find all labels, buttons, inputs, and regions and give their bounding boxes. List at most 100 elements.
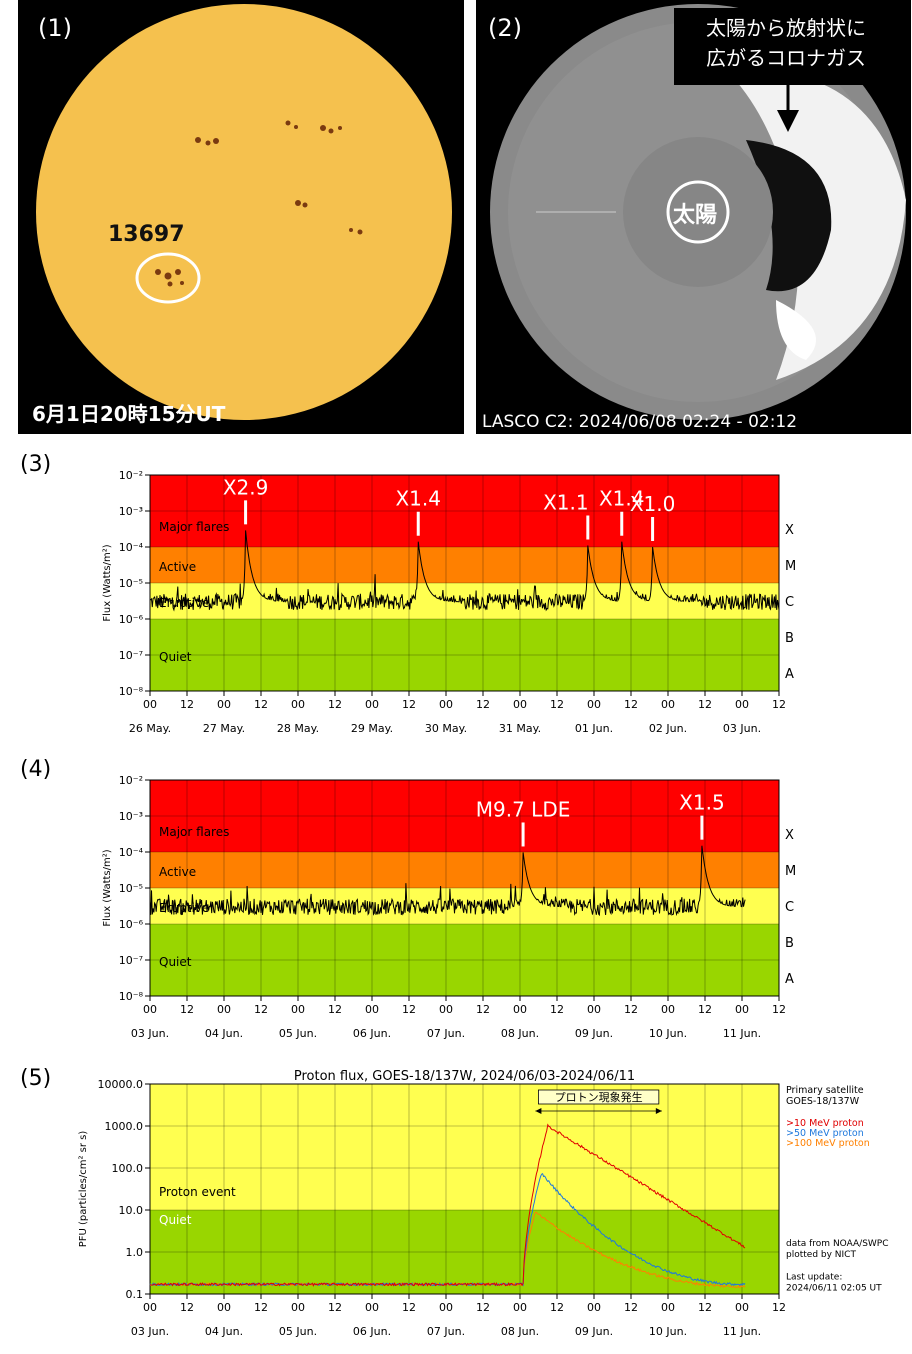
x-day-label: 09 Jun. [575, 1325, 613, 1338]
panel-4-label: (4) [20, 757, 52, 782]
x-day-label: 09 Jun. [575, 1027, 613, 1040]
x-hour-label: 00 [735, 698, 749, 711]
panel-5-label: (5) [20, 1066, 52, 1091]
xray-flux-chart-1: Major flaresActiveEruptiveQuiet10⁻²10⁻³1… [102, 469, 796, 735]
y-tick-label: 10⁻³ [119, 505, 143, 518]
x-hour-label: 12 [698, 698, 712, 711]
x-hour-label: 00 [587, 1003, 601, 1016]
x-hour-label: 00 [365, 1003, 379, 1016]
x-day-label: 05 Jun. [279, 1325, 317, 1338]
x-day-label: 04 Jun. [205, 1027, 243, 1040]
y-axis-label: Flux (Watts/m²) [102, 849, 113, 926]
x-hour-label: 12 [550, 1301, 564, 1314]
x-day-label: 10 Jun. [649, 1027, 687, 1040]
class-label-X: X [785, 828, 794, 843]
y-tick-label: 100.0 [112, 1162, 144, 1175]
x-day-label: 03 Jun. [131, 1325, 169, 1338]
class-label-C: C [785, 595, 794, 610]
x-hour-label: 12 [402, 1003, 416, 1016]
x-hour-label: 00 [587, 698, 601, 711]
callout-arrow [777, 84, 799, 132]
x-hour-label: 12 [254, 1003, 268, 1016]
coronal-gas-callout: 太陽から放射状に 広がるコロナガス [674, 8, 898, 85]
x-hour-label: 12 [624, 698, 638, 711]
band-1 [150, 547, 779, 583]
y-tick-label: 10000.0 [98, 1078, 144, 1091]
coronagraph-panel: (2) 太陽 太陽から放射状に 広がるコロナガス LASCO C2: 2024/… [476, 0, 911, 434]
x-hour-label: 12 [772, 1301, 786, 1314]
xray-flux-line-2 [149, 845, 746, 917]
x-hour-label: 00 [439, 1301, 453, 1314]
event-label-box [538, 1089, 660, 1105]
legend-entry-0: >10 MeV proton [786, 1118, 864, 1129]
x-hour-label: 00 [439, 1003, 453, 1016]
x-day-label: 01 Jun. [575, 722, 613, 735]
y-tick-label: 1000.0 [105, 1120, 144, 1133]
x-day-label: 27 May. [203, 722, 245, 735]
proton-series-0 [149, 1123, 746, 1287]
x-hour-label: 12 [180, 1301, 194, 1314]
y-tick-label: 1.0 [126, 1246, 144, 1259]
x-hour-label: 00 [661, 698, 675, 711]
x-hour-label: 12 [328, 698, 342, 711]
x-hour-label: 12 [624, 1301, 638, 1314]
band-label-3: Quiet [159, 650, 192, 664]
sun-disk-image [36, 4, 452, 420]
xray-flux-chart-2: Major flaresActiveEruptiveQuiet10⁻²10⁻³1… [102, 774, 796, 1040]
x-hour-label: 12 [254, 698, 268, 711]
flare-label: X1.0 [630, 492, 676, 516]
y-tick-label: 10⁻⁸ [119, 685, 144, 698]
flare-label: X1.4 [599, 487, 645, 511]
x-hour-label: 00 [291, 1301, 305, 1314]
image-timestamp: 6月1日20時15分UT [32, 402, 226, 426]
band-1 [150, 852, 779, 888]
x-hour-label: 12 [402, 1301, 416, 1314]
x-hour-label: 00 [735, 1003, 749, 1016]
x-hour-label: 12 [698, 1003, 712, 1016]
y-tick-label: 10⁻⁴ [119, 846, 144, 859]
x-day-label: 11 Jun. [723, 1325, 761, 1338]
y-axis-label: PFU (particles/cm² sr s) [78, 1131, 89, 1248]
x-hour-label: 00 [143, 698, 157, 711]
band-proton-event [150, 1084, 779, 1210]
x-hour-label: 12 [180, 698, 194, 711]
panel-1-label: (1) [38, 14, 72, 42]
legend-entry-2: >100 MeV proton [786, 1138, 870, 1149]
data-source-label: data from NOAA/SWPC [786, 1239, 889, 1249]
x-hour-label: 00 [143, 1301, 157, 1314]
y-axis-label: Flux (Watts/m²) [102, 544, 113, 621]
x-hour-label: 00 [513, 1301, 527, 1314]
flare-label: X1.1 [543, 491, 589, 515]
x-hour-label: 12 [476, 1301, 490, 1314]
band-label-1: Active [159, 865, 196, 879]
plotted-by-label: plotted by NICT [786, 1250, 856, 1260]
x-hour-label: 00 [735, 1301, 749, 1314]
sun-image-panel: (1) 13697 6月1日20時15分UT [18, 0, 464, 434]
y-tick-label: 10⁻⁴ [119, 541, 144, 554]
callout-line-2: 広がるコロナガス [706, 46, 866, 70]
y-tick-label: 10⁻² [119, 774, 143, 787]
x-hour-label: 00 [661, 1003, 675, 1016]
event-label: プロトン現象発生 [555, 1090, 643, 1104]
x-day-label: 31 May. [499, 722, 541, 735]
band-label-quiet: Quiet [159, 1213, 192, 1227]
x-hour-label: 12 [402, 698, 416, 711]
y-tick-label: 10⁻⁷ [119, 649, 143, 662]
x-day-label: 29 May. [351, 722, 393, 735]
x-hour-label: 12 [328, 1301, 342, 1314]
x-day-label: 04 Jun. [205, 1325, 243, 1338]
flare-label: X2.9 [223, 475, 269, 499]
region-circle [135, 252, 201, 304]
class-label-C: C [785, 900, 794, 915]
xray-flux-line-1 [149, 530, 780, 612]
x-hour-label: 12 [772, 698, 786, 711]
y-tick-label: 10.0 [119, 1204, 144, 1217]
class-label-B: B [785, 936, 794, 951]
band-label-1: Active [159, 560, 196, 574]
last-update-value: 2024/06/11 02:05 UT [786, 1283, 882, 1293]
x-day-label: 30 May. [425, 722, 467, 735]
x-day-label: 07 Jun. [427, 1325, 465, 1338]
x-hour-label: 12 [772, 1003, 786, 1016]
x-hour-label: 12 [254, 1301, 268, 1314]
flare-label: X1.4 [395, 487, 441, 511]
